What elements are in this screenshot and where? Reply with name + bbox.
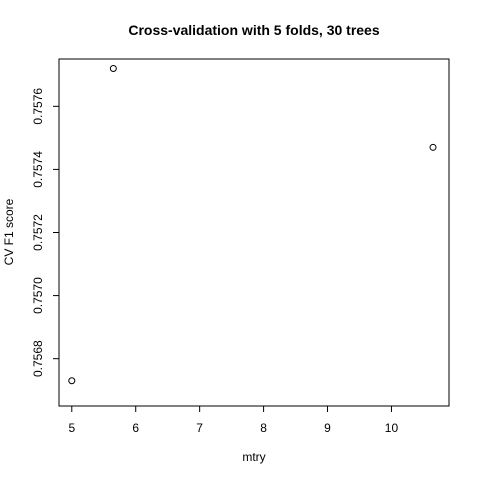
y-tick-label: 0.7570 <box>31 277 45 314</box>
y-tick-label: 0.7572 <box>31 214 45 251</box>
data-point <box>68 377 76 385</box>
chart-title: Cross-validation with 5 folds, 30 trees <box>128 22 380 38</box>
plot-frame <box>58 58 450 407</box>
y-axis: 0.7568 0.7570 0.7572 0.7574 0.7576 <box>31 88 59 377</box>
x-tick-label: 10 <box>385 421 399 435</box>
x-axis-label: mtry <box>242 450 265 464</box>
x-tick-label: 5 <box>68 421 75 435</box>
data-point <box>429 143 437 151</box>
y-tick-label: 0.7568 <box>31 340 45 377</box>
data-point <box>109 64 117 72</box>
y-tick-label: 0.7574 <box>31 151 45 188</box>
x-tick-label: 7 <box>196 421 203 435</box>
x-tick-label: 9 <box>324 421 331 435</box>
x-tick-label: 8 <box>260 421 267 435</box>
y-tick-label: 0.7576 <box>31 88 45 125</box>
data-points <box>68 64 437 385</box>
y-axis-label: CV F1 score <box>2 198 16 265</box>
x-tick-label: 6 <box>132 421 139 435</box>
x-axis: 5 6 7 8 9 10 <box>68 406 398 435</box>
